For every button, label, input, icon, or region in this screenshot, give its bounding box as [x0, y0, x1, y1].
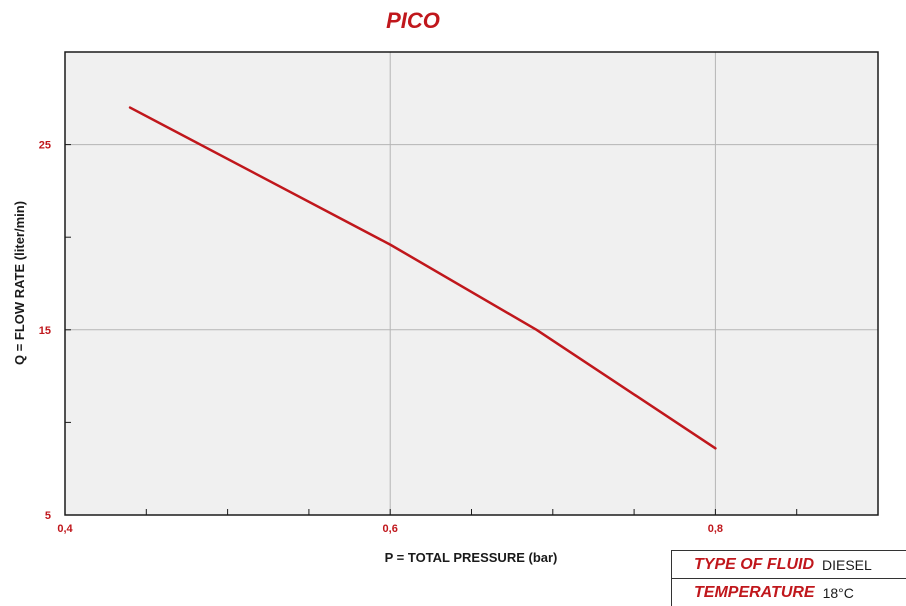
flow-rate-line [128, 106, 717, 450]
y-tick-label: 15 [39, 325, 51, 337]
series-layer [128, 106, 717, 450]
temperature-row: TEMPERATURE 18°C [672, 578, 906, 606]
chart-title: PICO [386, 8, 440, 33]
fluid-type-label: TYPE OF FLUID [694, 555, 814, 573]
x-tick-label: 0,6 [383, 523, 398, 535]
x-tick-label: 0,8 [708, 523, 723, 535]
plot-frame [64, 51, 879, 516]
tick-labels: 0,4 0,6 0,8 5 15 25 [39, 140, 723, 535]
temperature-label: TEMPERATURE [694, 583, 815, 601]
temperature-value: 18°C [822, 584, 854, 601]
fluid-type-value: DIESEL [822, 556, 872, 573]
y-tick-label: 5 [45, 510, 51, 522]
fluid-type-row: TYPE OF FLUID DIESEL [672, 551, 906, 578]
x-tick-label: 0,4 [57, 523, 73, 535]
test-conditions-box: TYPE OF FLUID DIESEL TEMPERATURE 18°C [671, 550, 906, 606]
x-axis-label: P = TOTAL PRESSURE (bar) [385, 550, 558, 565]
y-tick-label: 25 [39, 140, 51, 152]
y-axis-label: Q = FLOW RATE (liter/min) [12, 201, 27, 365]
plot-area [65, 52, 878, 515]
